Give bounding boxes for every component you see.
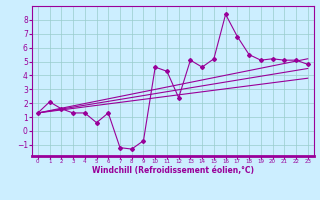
X-axis label: Windchill (Refroidissement éolien,°C): Windchill (Refroidissement éolien,°C): [92, 166, 254, 175]
